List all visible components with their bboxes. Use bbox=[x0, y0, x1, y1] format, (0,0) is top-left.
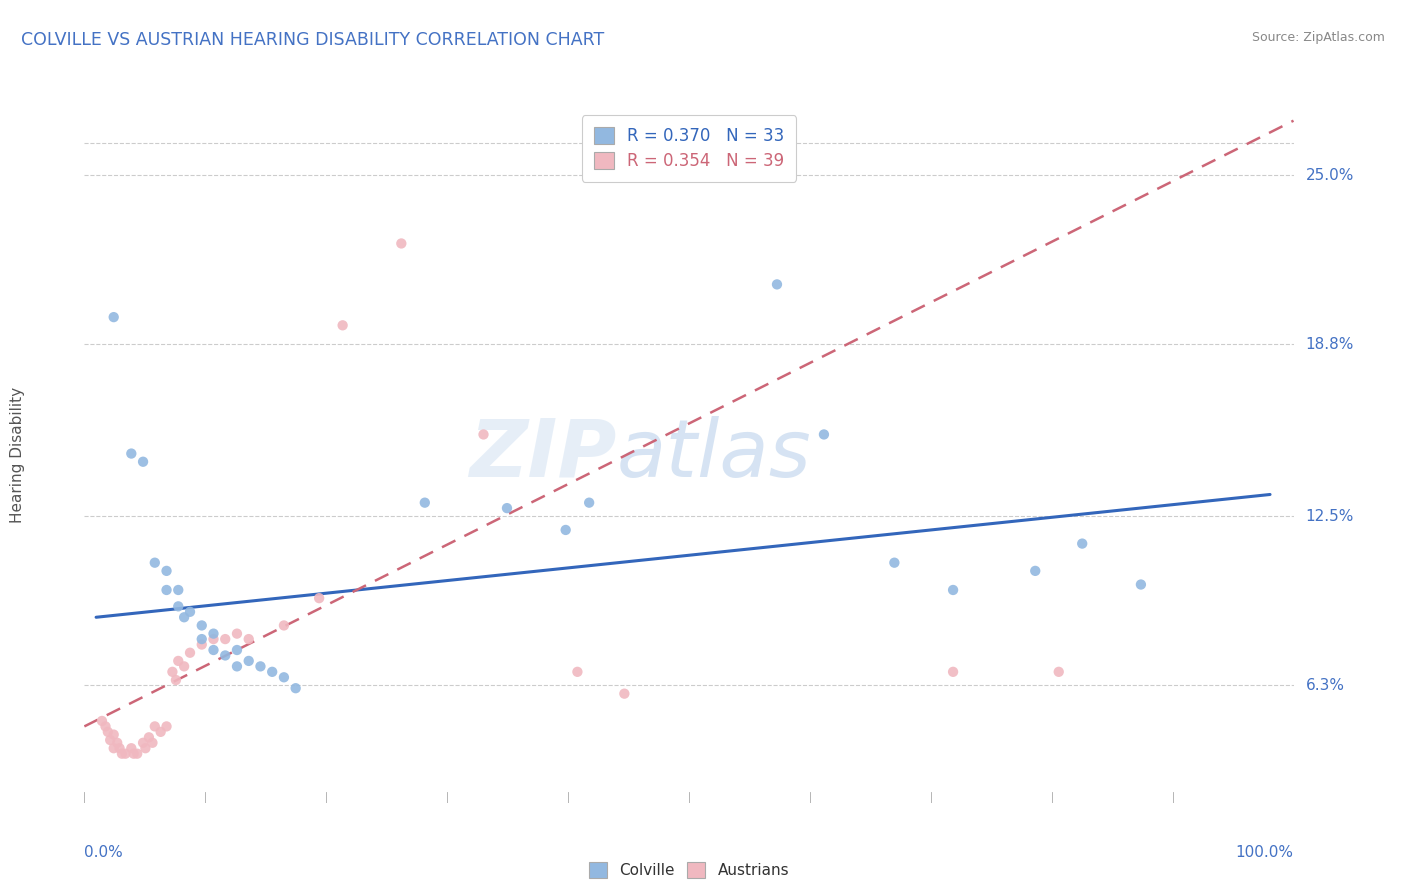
Point bbox=[179, 646, 201, 660]
Point bbox=[127, 747, 149, 761]
Point bbox=[202, 632, 225, 646]
Point bbox=[94, 719, 117, 733]
Point bbox=[273, 670, 295, 684]
Point bbox=[472, 427, 495, 442]
Point bbox=[942, 665, 965, 679]
Point bbox=[141, 736, 163, 750]
Point bbox=[162, 665, 184, 679]
Point bbox=[190, 638, 212, 652]
Legend: Colville, Austrians: Colville, Austrians bbox=[581, 855, 797, 886]
Point bbox=[173, 659, 195, 673]
Text: ZIP: ZIP bbox=[470, 416, 616, 494]
Text: 100.0%: 100.0% bbox=[1236, 845, 1294, 860]
Text: Source: ZipAtlas.com: Source: ZipAtlas.com bbox=[1251, 31, 1385, 45]
Point bbox=[190, 632, 212, 646]
Point bbox=[813, 427, 835, 442]
Point bbox=[155, 719, 177, 733]
Point bbox=[1024, 564, 1046, 578]
Text: 18.8%: 18.8% bbox=[1306, 337, 1354, 352]
Point bbox=[496, 501, 519, 516]
Point bbox=[149, 724, 172, 739]
Point bbox=[108, 741, 131, 756]
Point bbox=[98, 733, 121, 747]
Point bbox=[273, 618, 295, 632]
Text: atlas: atlas bbox=[616, 416, 811, 494]
Point bbox=[91, 714, 114, 728]
Point bbox=[167, 599, 190, 614]
Point bbox=[105, 736, 128, 750]
Point bbox=[143, 719, 166, 733]
Point bbox=[114, 747, 136, 761]
Text: 25.0%: 25.0% bbox=[1306, 168, 1354, 183]
Point bbox=[567, 665, 589, 679]
Point bbox=[155, 582, 177, 597]
Point bbox=[120, 446, 142, 460]
Point bbox=[190, 618, 212, 632]
Point bbox=[554, 523, 576, 537]
Point bbox=[214, 632, 236, 646]
Text: Hearing Disability: Hearing Disability bbox=[10, 387, 25, 523]
Point bbox=[238, 632, 260, 646]
Point bbox=[1129, 577, 1152, 591]
Point bbox=[165, 673, 187, 687]
Point bbox=[226, 626, 249, 640]
Point bbox=[578, 496, 600, 510]
Point bbox=[134, 741, 156, 756]
Text: 6.3%: 6.3% bbox=[1306, 678, 1344, 693]
Point bbox=[143, 556, 166, 570]
Point bbox=[332, 318, 354, 333]
Point bbox=[138, 731, 160, 745]
Point bbox=[167, 582, 190, 597]
Point bbox=[155, 564, 177, 578]
Point bbox=[249, 659, 271, 673]
Point bbox=[1047, 665, 1070, 679]
Point bbox=[1071, 536, 1094, 550]
Point bbox=[942, 582, 965, 597]
Text: 0.0%: 0.0% bbox=[84, 845, 124, 860]
Point bbox=[262, 665, 284, 679]
Point bbox=[122, 747, 145, 761]
Point bbox=[413, 496, 436, 510]
Point bbox=[103, 741, 125, 756]
Point bbox=[120, 741, 142, 756]
Point bbox=[238, 654, 260, 668]
Text: COLVILLE VS AUSTRIAN HEARING DISABILITY CORRELATION CHART: COLVILLE VS AUSTRIAN HEARING DISABILITY … bbox=[21, 31, 605, 49]
Point bbox=[389, 236, 412, 251]
Point bbox=[226, 643, 249, 657]
Point bbox=[308, 591, 330, 606]
Point bbox=[103, 310, 125, 325]
Point bbox=[132, 736, 155, 750]
Point bbox=[284, 681, 307, 696]
Point bbox=[97, 724, 120, 739]
Point bbox=[226, 659, 249, 673]
Point bbox=[132, 455, 155, 469]
Point bbox=[111, 747, 134, 761]
Point bbox=[214, 648, 236, 663]
Point bbox=[179, 605, 201, 619]
Point bbox=[173, 610, 195, 624]
Point bbox=[613, 687, 636, 701]
Point bbox=[766, 277, 789, 292]
Point bbox=[167, 654, 190, 668]
Point bbox=[202, 626, 225, 640]
Point bbox=[103, 728, 125, 742]
Point bbox=[202, 643, 225, 657]
Text: 12.5%: 12.5% bbox=[1306, 508, 1354, 524]
Point bbox=[883, 556, 905, 570]
